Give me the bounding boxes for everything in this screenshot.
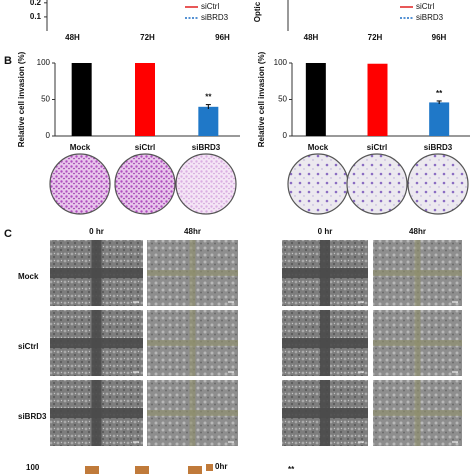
x-tick-label: 72H	[368, 33, 383, 42]
bar	[305, 63, 326, 136]
legend-label: siBRD3	[201, 13, 229, 22]
legend-label: siCtrl	[201, 2, 219, 11]
scratch-horizontal	[282, 408, 368, 418]
y-axis-label: Relative cell invasion (%)	[17, 51, 26, 147]
scratch-horizontal	[50, 408, 143, 418]
dish-label: siBRD3	[424, 143, 453, 152]
y-axis-label: Optic	[253, 1, 262, 22]
dish-label: Mock	[70, 143, 91, 152]
legend-label: siCtrl	[416, 2, 434, 11]
column-header: 48hr	[409, 227, 426, 236]
dish-photo	[346, 153, 408, 215]
scratch-horizontal	[373, 340, 462, 346]
y-tick-label: 0.2	[30, 0, 42, 7]
dish-photo	[407, 153, 469, 215]
bar	[367, 63, 388, 137]
legend-swatch	[206, 464, 213, 471]
x-tick-label: 72H	[140, 33, 155, 42]
annotation: **	[288, 465, 295, 474]
annotation: **	[436, 89, 443, 98]
scratch-horizontal	[147, 340, 238, 346]
scratch-horizontal	[147, 270, 238, 276]
bar	[429, 102, 450, 136]
x-tick-label: 48H	[65, 33, 80, 42]
x-tick-label: 48H	[304, 33, 319, 42]
y-tick-label: 100	[274, 58, 288, 67]
y-tick-label: 0.1	[30, 12, 42, 21]
dish-photo	[114, 153, 176, 215]
panel-label: B	[4, 55, 12, 67]
scratch-horizontal	[373, 410, 462, 416]
dish-photo	[287, 153, 349, 215]
bar	[198, 106, 219, 136]
row-label: siBRD3	[18, 412, 47, 421]
scratch-horizontal	[50, 338, 143, 348]
bar-top	[85, 466, 99, 474]
column-header: 48hr	[184, 227, 201, 236]
x-tick-label: 96H	[432, 33, 447, 42]
column-header: 0 hr	[89, 227, 104, 236]
dish-label: siCtrl	[135, 143, 155, 152]
dish-label: siBRD3	[192, 143, 221, 152]
y-axis-label: Relative cell invasion (%)	[257, 51, 266, 147]
row-label: siCtrl	[18, 342, 38, 351]
annotation: **	[205, 93, 212, 102]
bar-top	[135, 466, 149, 474]
y-tick-label: 0	[283, 131, 288, 140]
y-tick-label: 0	[46, 131, 51, 140]
scratch-horizontal	[373, 270, 462, 276]
y-tick-label: 50	[41, 95, 50, 104]
x-tick-label: 96H	[215, 33, 230, 42]
bar	[135, 63, 155, 136]
scratch-horizontal	[282, 268, 368, 278]
legend-label: 0hr	[215, 462, 227, 471]
legend-label: siBRD3	[416, 13, 444, 22]
dish-label: Mock	[308, 143, 329, 152]
dish-label: siCtrl	[367, 143, 387, 152]
y-tick-label: 100	[37, 58, 51, 67]
y-tick-label: 100	[26, 463, 40, 472]
y-tick-label: 50	[278, 95, 287, 104]
row-label: Mock	[18, 272, 39, 281]
column-header: 0 hr	[318, 227, 333, 236]
scratch-horizontal	[147, 410, 238, 416]
bar	[71, 63, 92, 136]
bar-top	[188, 466, 202, 474]
scratch-horizontal	[282, 338, 368, 348]
panel-label: C	[4, 228, 12, 240]
dish-photo	[175, 153, 237, 215]
scratch-horizontal	[50, 268, 143, 278]
dish-photo	[49, 153, 111, 215]
